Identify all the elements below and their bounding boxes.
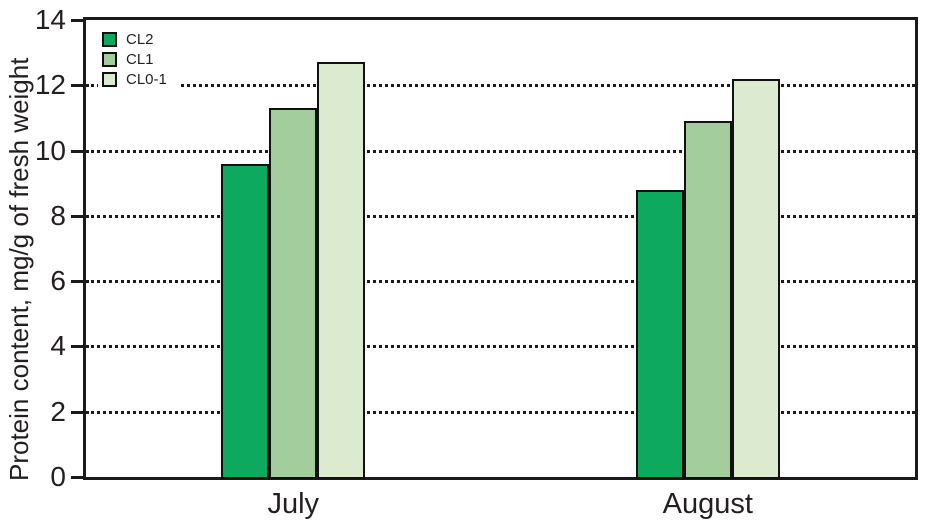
legend-label: CL1: [126, 50, 154, 68]
gridline-y-10: [86, 149, 915, 153]
bar-july-cl1: [269, 108, 317, 479]
legend-label: CL2: [126, 30, 154, 48]
y-tick-mark: [71, 410, 83, 414]
legend: CL2 CL1 CL0-1: [98, 25, 181, 97]
y-tick-label: 8: [50, 199, 66, 231]
y-tick-label: 10: [34, 134, 66, 166]
bar-july-cl0-1: [317, 62, 365, 479]
y-tick-label: 0: [50, 461, 66, 492]
legend-swatch-cl2: [102, 31, 117, 47]
y-tick-label: 2: [50, 395, 66, 427]
bar-july-cl2: [221, 164, 269, 479]
bar-august-cl1: [684, 121, 732, 479]
y-tick-mark: [71, 19, 83, 22]
plot-area: CL2 CL1 CL0-1: [83, 17, 918, 480]
y-tick-mark: [71, 280, 83, 284]
gridline-y-2: [86, 410, 915, 414]
legend-swatch-cl0-1: [102, 71, 117, 87]
y-tick-label: 14: [34, 4, 66, 35]
gridline-y-6: [86, 280, 915, 284]
y-tick-mark: [71, 149, 83, 153]
y-tick-mark: [71, 345, 83, 349]
legend-item-cl1: CL1: [102, 49, 167, 69]
gridline-y-12: [86, 84, 915, 88]
x-category-label: July: [267, 488, 320, 520]
gridline-y-4: [86, 345, 915, 349]
y-tick-mark: [71, 84, 83, 88]
legend-item-cl2: CL2: [102, 29, 167, 49]
y-tick-label: 12: [34, 69, 66, 101]
bar-august-cl2: [636, 190, 684, 479]
gridline-y-8: [86, 214, 915, 218]
y-tick-mark: [71, 476, 83, 479]
legend-item-cl0-1: CL0-1: [102, 69, 167, 89]
y-tick-label: 6: [50, 265, 66, 297]
y-tick-label: 4: [50, 330, 66, 362]
y-tick-mark: [71, 214, 83, 218]
bar-august-cl0-1: [732, 79, 780, 479]
legend-swatch-cl1: [102, 51, 117, 67]
x-category-label: August: [662, 488, 753, 520]
legend-label: CL0-1: [126, 70, 167, 88]
